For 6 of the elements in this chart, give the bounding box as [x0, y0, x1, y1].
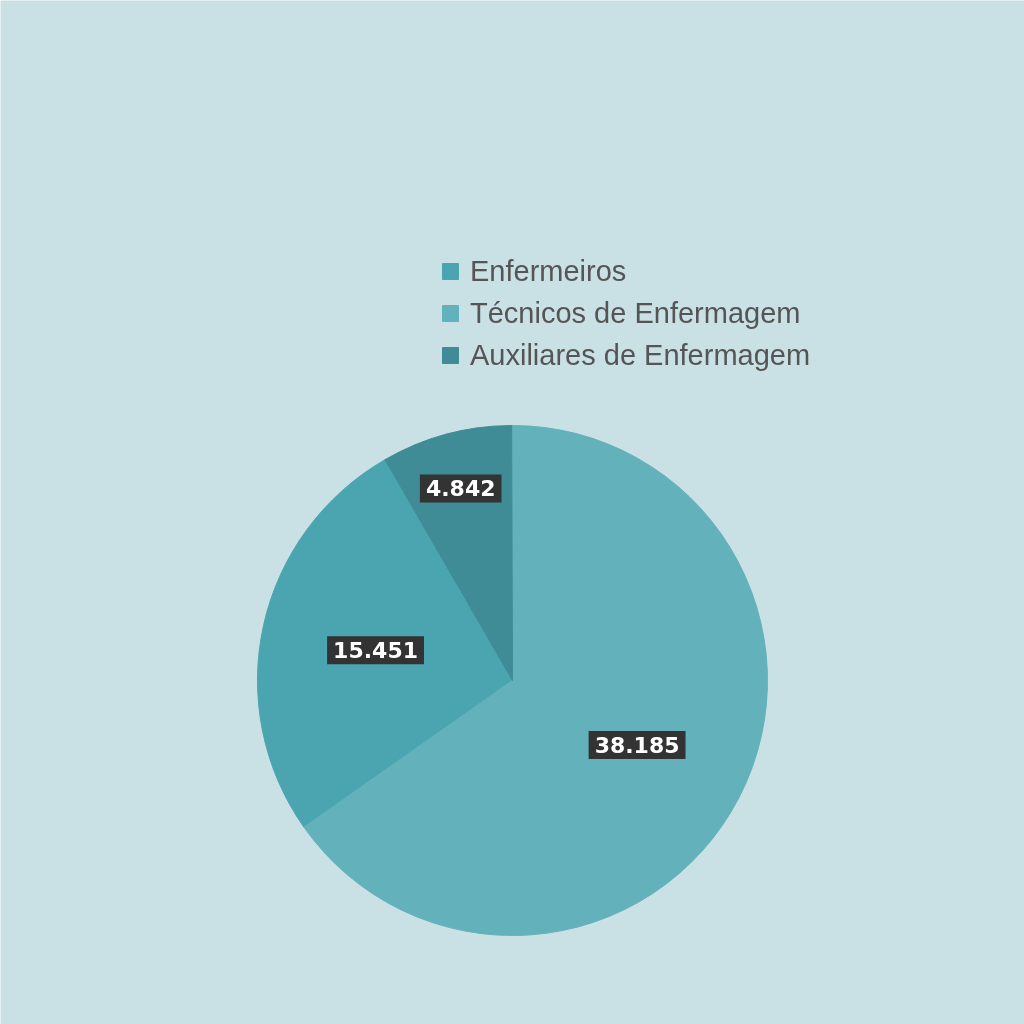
data-label: 4.842 — [425, 476, 496, 502]
legend-label: Auxiliares de Enfermagem — [470, 338, 811, 372]
data-label: 15.451 — [333, 638, 418, 664]
legend-label: Enfermeiros — [470, 254, 627, 288]
data-label: 38.185 — [594, 732, 680, 758]
legend-label: Técnicos de Enfermagem — [470, 296, 801, 330]
